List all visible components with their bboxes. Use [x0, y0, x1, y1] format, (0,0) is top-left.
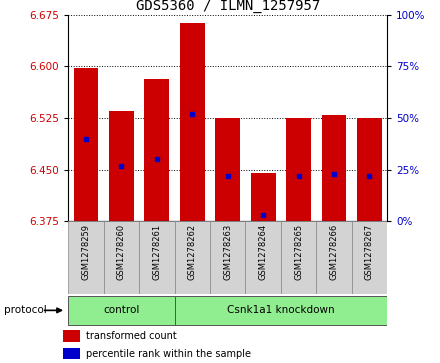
Text: GSM1278263: GSM1278263: [223, 224, 232, 280]
Bar: [281, 221, 316, 294]
Bar: [180, 24, 205, 221]
Text: GSM1278260: GSM1278260: [117, 224, 126, 280]
Bar: [144, 79, 169, 221]
Text: transformed count: transformed count: [86, 331, 177, 341]
Bar: [322, 115, 346, 221]
Bar: [175, 221, 210, 294]
Bar: [210, 221, 246, 294]
Text: control: control: [103, 305, 139, 315]
Text: GSM1278259: GSM1278259: [81, 224, 91, 280]
Bar: [73, 68, 98, 221]
Bar: [175, 295, 387, 325]
Bar: [316, 221, 352, 294]
Text: GSM1278266: GSM1278266: [330, 224, 338, 280]
Text: GSM1278265: GSM1278265: [294, 224, 303, 280]
Bar: [68, 221, 104, 294]
Bar: [68, 295, 175, 325]
Bar: [63, 348, 80, 359]
Bar: [246, 221, 281, 294]
Text: GSM1278267: GSM1278267: [365, 224, 374, 280]
Bar: [139, 221, 175, 294]
Bar: [63, 330, 80, 342]
Text: GSM1278264: GSM1278264: [259, 224, 268, 280]
Text: GSM1278262: GSM1278262: [188, 224, 197, 280]
Text: percentile rank within the sample: percentile rank within the sample: [86, 348, 251, 359]
Title: GDS5360 / ILMN_1257957: GDS5360 / ILMN_1257957: [136, 0, 320, 13]
Bar: [215, 118, 240, 221]
Text: GSM1278261: GSM1278261: [152, 224, 161, 280]
Bar: [104, 221, 139, 294]
Text: protocol: protocol: [4, 305, 47, 315]
Bar: [251, 173, 275, 221]
Bar: [352, 221, 387, 294]
Bar: [357, 118, 382, 221]
Bar: [109, 111, 134, 221]
Bar: [286, 118, 311, 221]
Text: Csnk1a1 knockdown: Csnk1a1 knockdown: [227, 305, 335, 315]
